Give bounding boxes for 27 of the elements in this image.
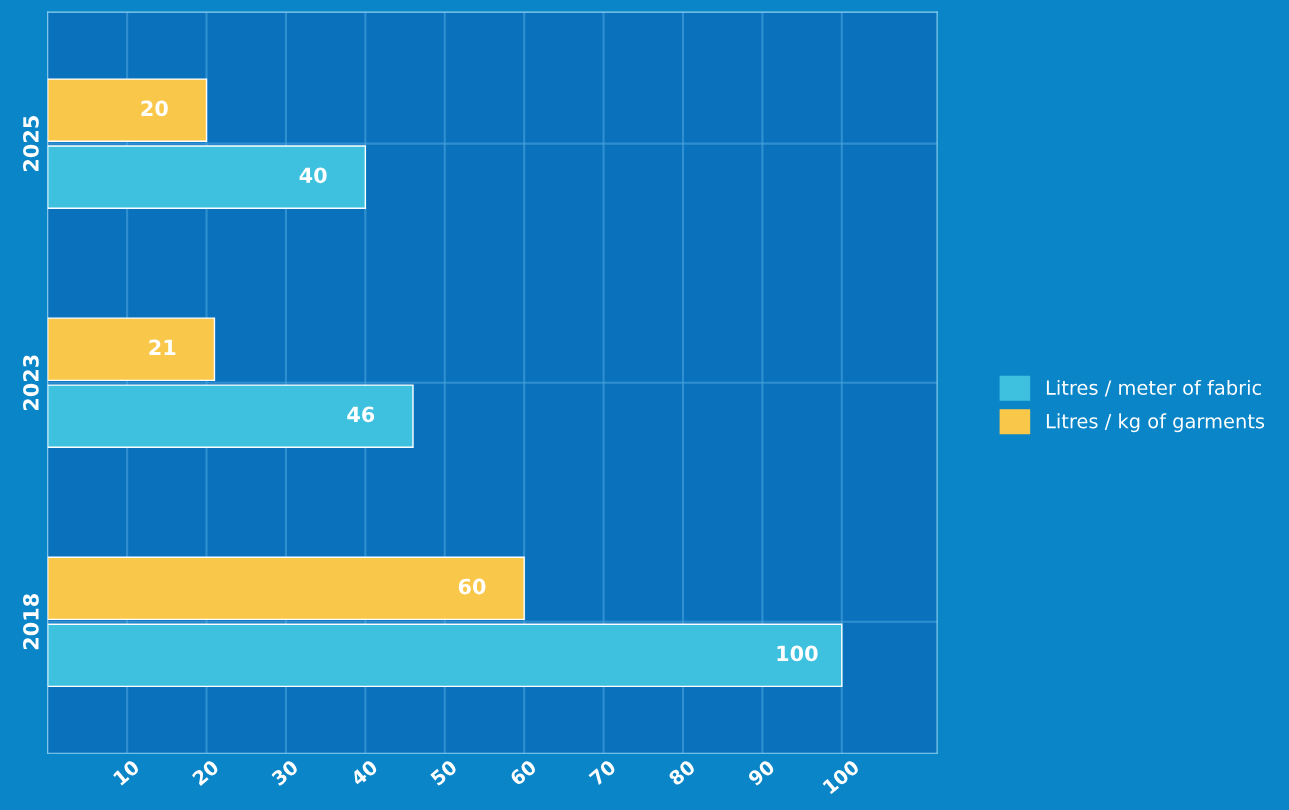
y-tick-label: 2025 — [23, 116, 39, 171]
data-label: 46 — [347, 406, 375, 423]
y-tick-label: 2023 — [23, 355, 39, 411]
data-label: 100 — [777, 645, 818, 662]
data-label: 20 — [141, 100, 168, 117]
y-tick-label: 2018 — [23, 594, 39, 650]
x-tick-label: 80 — [667, 759, 697, 787]
data-label: 21 — [149, 339, 176, 355]
x-tick-label: 90 — [746, 759, 776, 787]
x-tick-label: 20 — [191, 759, 220, 787]
legend-label: Litres / meter of fabric — [1046, 379, 1262, 397]
data-label: 40 — [299, 167, 327, 184]
x-tick-label: 50 — [429, 759, 459, 787]
x-tick-label: 60 — [508, 759, 538, 787]
data-label: 60 — [458, 578, 486, 595]
bar — [47, 317, 216, 382]
bar — [47, 623, 843, 688]
x-tick-label: 30 — [270, 759, 300, 787]
x-tick-label: 10 — [112, 759, 141, 786]
bar — [47, 78, 208, 142]
bar — [47, 384, 414, 448]
x-tick-label: 70 — [588, 759, 617, 787]
bar — [47, 556, 525, 621]
bar — [47, 145, 367, 209]
x-tick-label: 100 — [822, 759, 861, 795]
x-tick-label: 40 — [349, 759, 379, 787]
legend-label: Litres / kg of garments — [1046, 413, 1265, 433]
